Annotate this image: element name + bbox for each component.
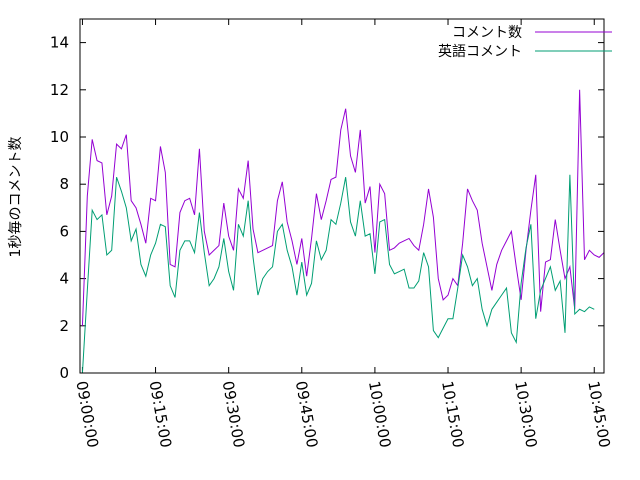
x-tick-label-1: 09:15:00: [146, 380, 175, 449]
y-tick-label-1: 2: [59, 317, 69, 335]
x-tick-labels: 09:00:00 09:15:00 09:30:00 09:45:00 10:00:00…: [72, 380, 613, 449]
y-tick-label-4: 8: [59, 175, 69, 193]
legend-label-comments: コメント数: [452, 25, 522, 41]
y-tick-labels: 0 2 4 6 8 10 12 14: [50, 34, 69, 382]
legend: コメント数 英語コメント: [438, 25, 612, 60]
x-tick-label-2: 09:30:00: [219, 380, 248, 449]
series-lines: [81, 89, 605, 374]
y-tick-label-3: 6: [59, 222, 69, 240]
y-tick-label-2: 4: [59, 270, 69, 288]
x-tick-label-6: 10:30:00: [511, 380, 540, 449]
x-tick-label-7: 10:45:00: [584, 380, 613, 449]
x-tick-label-3: 09:45:00: [292, 380, 321, 449]
y-tick-label-7: 14: [50, 34, 69, 52]
y-tick-label-0: 0: [59, 364, 69, 382]
plot-frame: [79, 18, 605, 374]
axis-ticks: [80, 19, 604, 374]
y-axis-label: 1秒毎のコメント数: [8, 137, 24, 258]
y-tick-label-5: 10: [50, 128, 69, 146]
x-tick-label-0: 09:00:00: [72, 380, 101, 449]
x-tick-label-4: 10:00:00: [365, 380, 394, 449]
series-line-0: [81, 89, 605, 326]
x-tick-label-5: 10:15:00: [438, 380, 467, 449]
y-tick-label-6: 12: [50, 81, 69, 99]
series-line-1: [81, 174, 595, 374]
legend-label-english-comments: 英語コメント: [438, 43, 522, 60]
